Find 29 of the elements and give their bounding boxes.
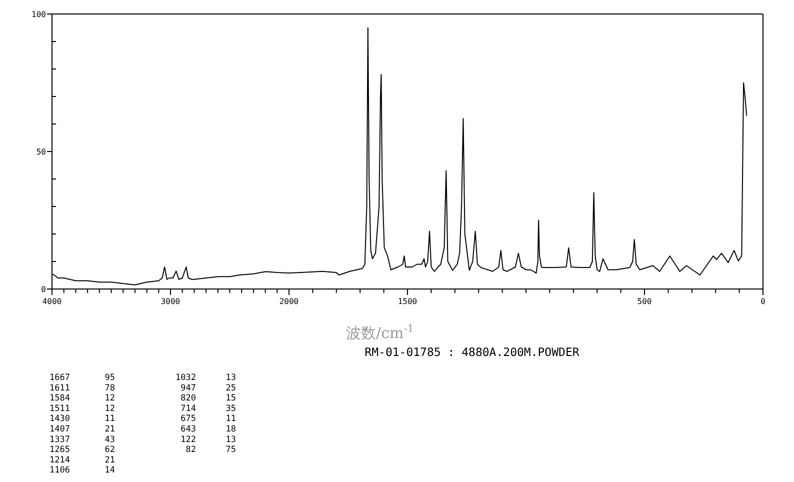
x-tick-label: 0 xyxy=(760,297,766,306)
text: 947 25 xyxy=(180,383,236,394)
text: 675 11 xyxy=(180,414,236,424)
text: 1106 14 xyxy=(50,466,115,476)
text: 1214 21 xyxy=(50,455,115,466)
y-tick-label: 0 xyxy=(41,285,46,294)
x-axis-title: 波数/cm$^{-1}$ xyxy=(346,323,414,342)
text: 1265 62 xyxy=(50,445,115,456)
text: 82 75 xyxy=(186,445,236,456)
y-tick-label: 100 xyxy=(32,10,46,19)
x-tick-label: 2000 xyxy=(279,297,299,306)
text: 1032 13 xyxy=(176,373,236,383)
x-tick-label: 500 xyxy=(637,297,652,306)
text: 122 13 xyxy=(180,434,236,445)
text: RM-01-01785 : 4880A.200M.POWDER xyxy=(364,345,580,359)
text: 1337 43 xyxy=(50,434,115,445)
x-tick-label: 1500 xyxy=(398,297,418,306)
text: 714 35 xyxy=(180,404,236,414)
text: 820 15 xyxy=(180,394,236,404)
text: 1611 78 xyxy=(50,383,115,394)
text: 1430 11 xyxy=(50,414,115,424)
text: 1511 12 xyxy=(50,404,115,414)
text: 1407 21 xyxy=(50,424,115,434)
y-tick-label: 50 xyxy=(36,148,46,156)
text: 1584 12 xyxy=(50,394,115,404)
x-tick-label: 3000 xyxy=(160,297,180,306)
x-tick-label: 4000 xyxy=(42,297,62,306)
text: 643 18 xyxy=(180,424,236,434)
text: 1667 95 xyxy=(50,373,115,383)
